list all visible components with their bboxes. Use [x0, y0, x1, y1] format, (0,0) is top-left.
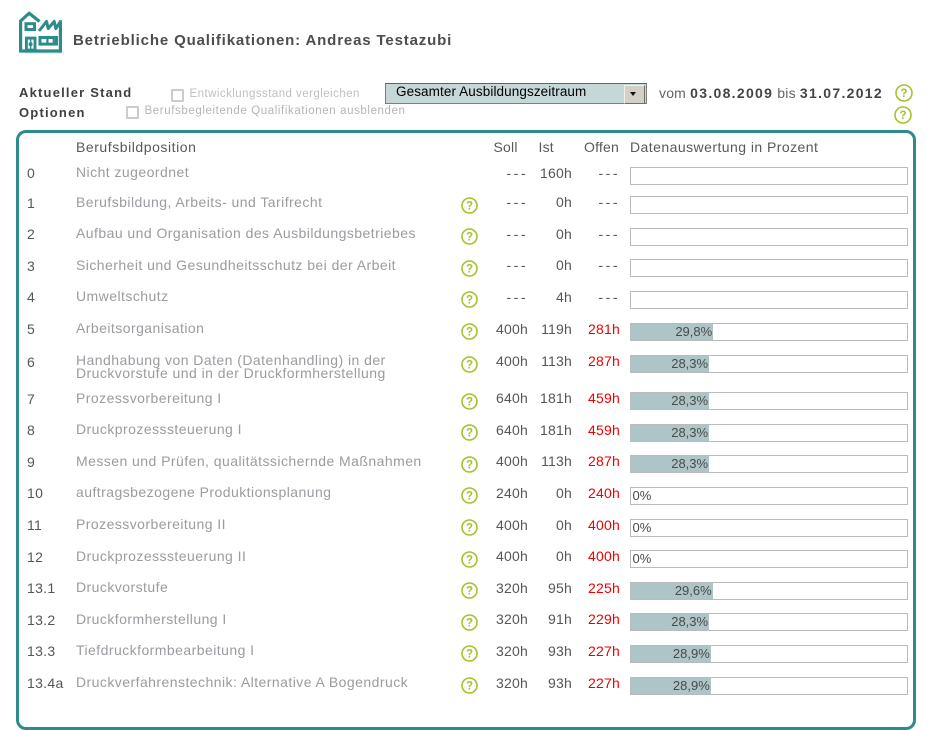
- svg-text:?: ?: [466, 232, 473, 244]
- svg-text:?: ?: [466, 491, 473, 503]
- svg-text:?: ?: [466, 263, 473, 275]
- svg-text:?: ?: [466, 396, 473, 408]
- svg-text:?: ?: [466, 649, 473, 661]
- svg-text:?: ?: [899, 110, 906, 122]
- svg-text:?: ?: [466, 359, 473, 371]
- svg-text:?: ?: [466, 327, 473, 339]
- svg-text:?: ?: [466, 617, 473, 629]
- svg-text:?: ?: [466, 200, 473, 212]
- svg-text:?: ?: [466, 554, 473, 566]
- svg-text:?: ?: [466, 681, 473, 693]
- svg-text:?: ?: [466, 586, 473, 598]
- svg-text:?: ?: [900, 88, 907, 100]
- svg-text:?: ?: [466, 459, 473, 471]
- svg-text:?: ?: [466, 428, 473, 440]
- svg-text:?: ?: [466, 295, 473, 307]
- svg-text:?: ?: [466, 523, 473, 535]
